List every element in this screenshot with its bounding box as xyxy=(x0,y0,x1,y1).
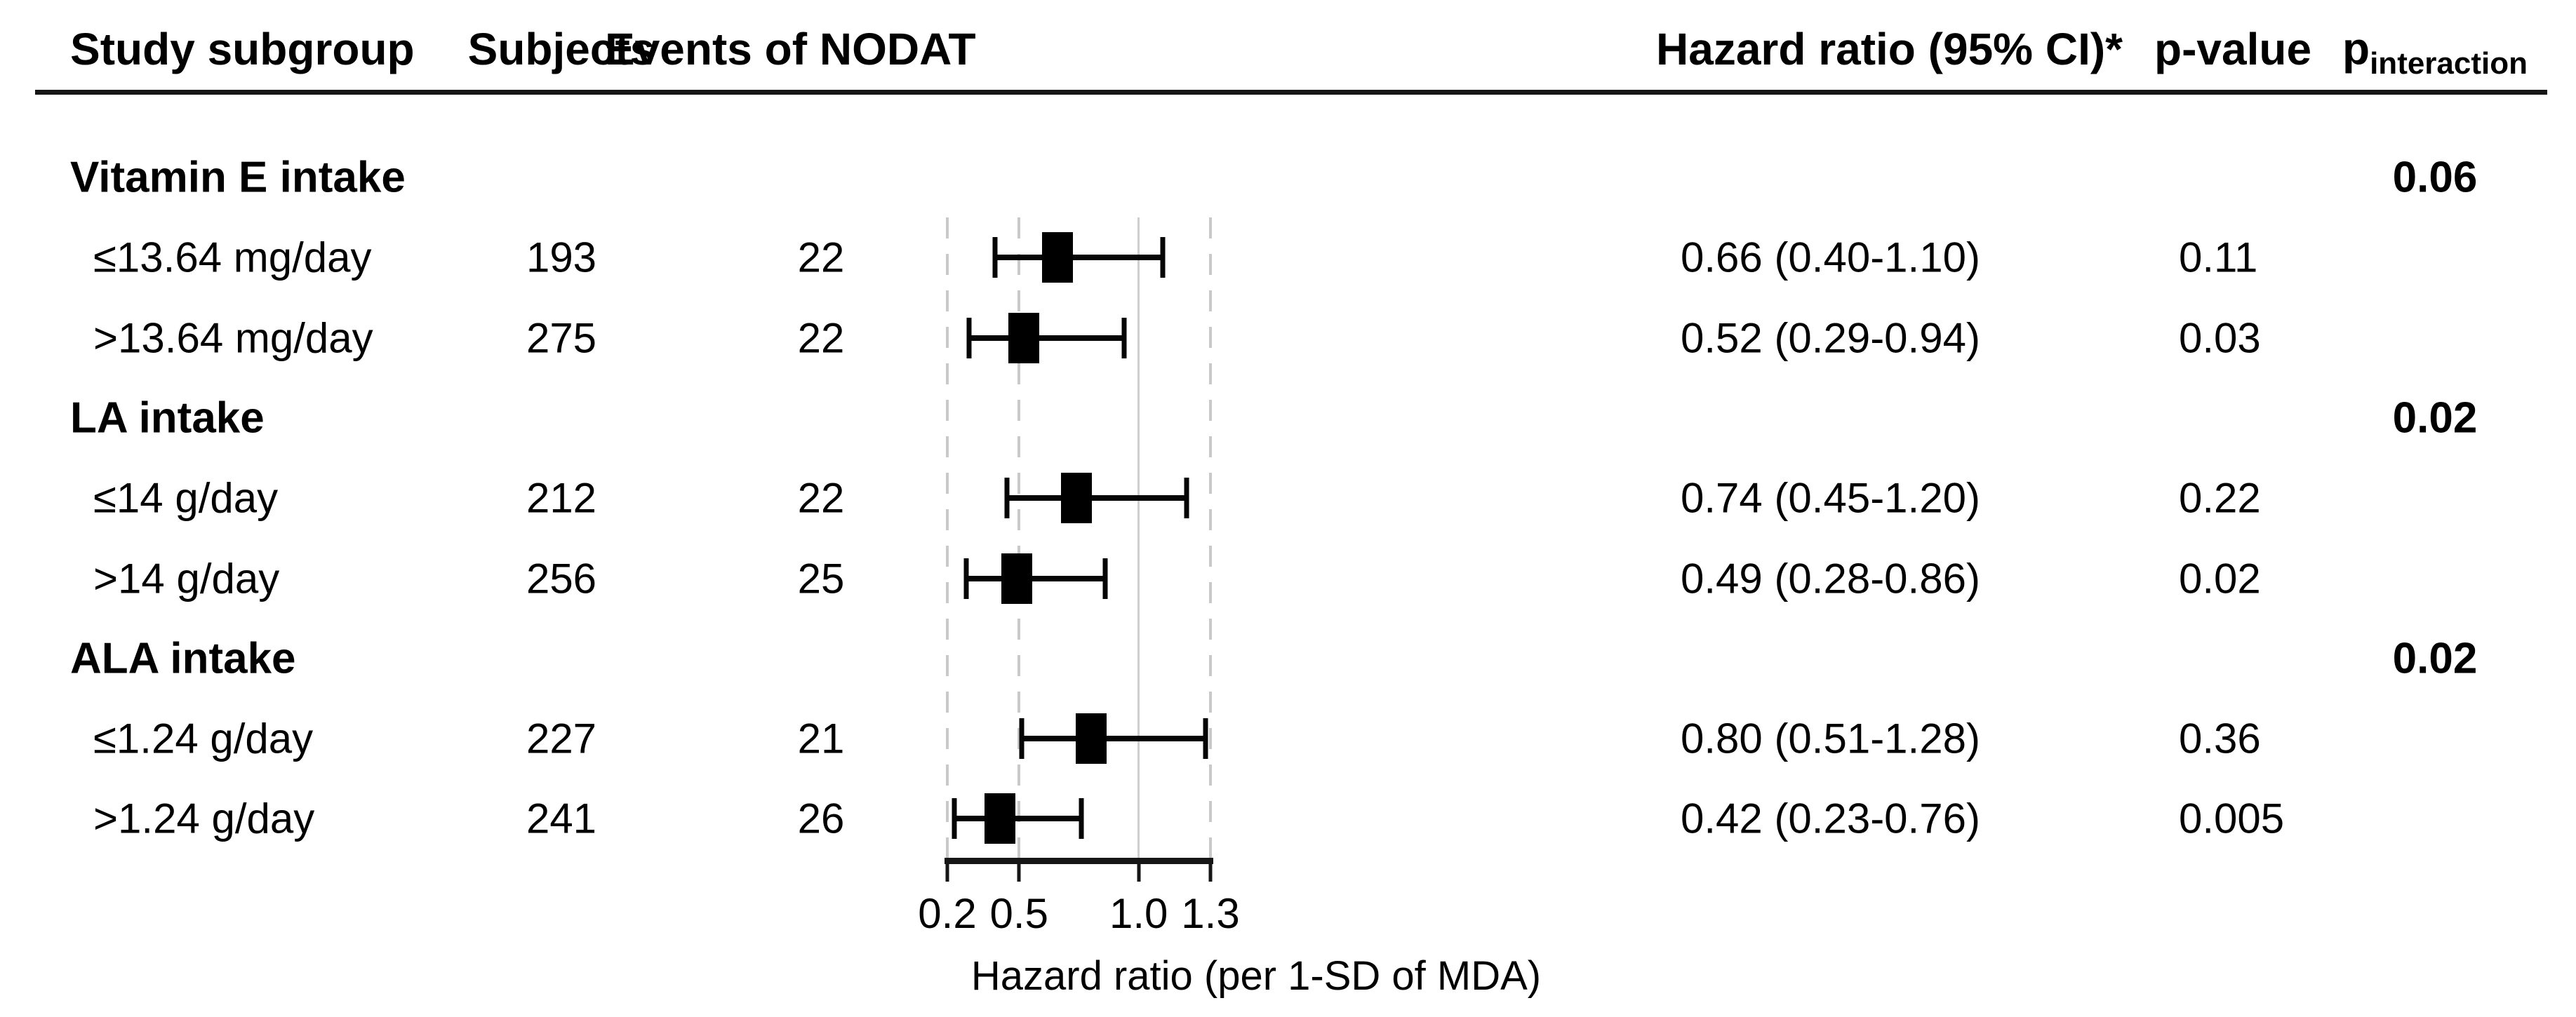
x-axis-tick-1.0 xyxy=(1137,858,1141,882)
ci-bar xyxy=(1007,495,1187,501)
ci-cap-high xyxy=(1160,237,1166,278)
ci-bar xyxy=(1021,736,1206,742)
column-header-subjects: Subjects xyxy=(467,24,655,74)
p-value: 0.03 xyxy=(2179,314,2261,362)
p-interaction-value: 0.06 xyxy=(2392,153,2478,202)
events-value: 22 xyxy=(797,314,845,362)
p-value: 0.36 xyxy=(2179,715,2261,762)
ci-cap-high xyxy=(1102,558,1108,599)
p-interaction-value: 0.02 xyxy=(2392,393,2478,443)
events-value: 22 xyxy=(797,474,845,522)
gridline-1.3 xyxy=(1209,217,1212,858)
x-axis-tick-label-0.2: 0.2 xyxy=(918,890,977,937)
ci-cap-low xyxy=(963,558,969,599)
group-label: Vitamin E intake xyxy=(70,153,406,202)
p-value: 0.22 xyxy=(2179,474,2261,522)
subjects-value: 193 xyxy=(526,234,597,281)
gridline-0.5 xyxy=(1017,217,1021,858)
ci-bar xyxy=(966,575,1105,581)
ci-bar xyxy=(954,816,1081,822)
p-value: 0.005 xyxy=(2179,795,2285,842)
x-axis-title: Hazard ratio (per 1-SD of MDA) xyxy=(970,953,1542,999)
events-value: 22 xyxy=(797,234,845,281)
events-value: 26 xyxy=(797,795,845,842)
ci-bar xyxy=(995,255,1163,261)
column-header-hazard-ratio: Hazard ratio (95% CI)* xyxy=(1656,24,2123,74)
p-interaction-main: p xyxy=(2342,23,2370,74)
ci-cap-low xyxy=(992,237,998,278)
p-value: 0.11 xyxy=(2179,234,2258,281)
header-divider-rule xyxy=(35,90,2547,95)
x-axis-tick-0.2 xyxy=(945,858,949,882)
column-header-events-of-nodat: Events of NODAT xyxy=(605,24,976,74)
hazard-ratio-ci-value: 0.74 (0.45-1.20) xyxy=(1681,474,1980,522)
group-label: LA intake xyxy=(70,393,265,443)
events-value: 25 xyxy=(797,555,845,602)
x-axis-tick-label-1.3: 1.3 xyxy=(1181,890,1240,937)
subjects-value: 227 xyxy=(526,715,597,762)
hazard-ratio-ci-value: 0.52 (0.29-0.94) xyxy=(1681,314,1980,362)
ci-cap-low xyxy=(952,798,957,840)
forest-marker xyxy=(1001,553,1032,604)
subjects-value: 241 xyxy=(526,795,597,842)
x-axis-line xyxy=(945,858,1213,864)
forest-marker xyxy=(985,793,1015,844)
ci-cap-low xyxy=(1004,478,1010,519)
ci-cap-low xyxy=(1019,718,1025,760)
row-label: ≤1.24 g/day xyxy=(93,715,314,762)
forest-marker xyxy=(1008,312,1040,363)
x-axis-tick-1.3 xyxy=(1208,858,1213,882)
ci-cap-high xyxy=(1121,317,1127,358)
reference-line-1 xyxy=(1137,217,1140,858)
forest-marker xyxy=(1041,232,1073,283)
x-axis-tick-label-0.5: 0.5 xyxy=(989,890,1048,937)
row-label: >14 g/day xyxy=(93,555,280,602)
column-header-p-value: p-value xyxy=(2154,24,2312,74)
ci-bar xyxy=(968,335,1125,341)
gridline-0.2 xyxy=(946,217,949,858)
p-interaction-sub: interaction xyxy=(2370,46,2528,81)
ci-cap-high xyxy=(1203,718,1208,760)
group-label: ALA intake xyxy=(70,634,296,683)
x-axis-tick-label-1.0: 1.0 xyxy=(1109,890,1168,937)
ci-cap-high xyxy=(1184,478,1189,519)
p-value: 0.02 xyxy=(2179,555,2261,602)
hazard-ratio-ci-value: 0.80 (0.51-1.28) xyxy=(1681,715,1980,762)
ci-cap-high xyxy=(1079,798,1084,840)
subjects-value: 256 xyxy=(526,555,597,602)
p-interaction-value: 0.02 xyxy=(2392,634,2478,683)
subjects-value: 212 xyxy=(526,474,597,522)
row-label: >13.64 mg/day xyxy=(93,314,373,362)
column-header-study-subgroup: Study subgroup xyxy=(70,24,415,74)
events-value: 21 xyxy=(797,715,845,762)
row-label: >1.24 g/day xyxy=(93,795,315,842)
subjects-value: 275 xyxy=(526,314,597,362)
x-axis-tick-0.5 xyxy=(1017,858,1021,882)
forest-marker xyxy=(1075,713,1107,765)
hazard-ratio-ci-value: 0.49 (0.28-0.86) xyxy=(1681,555,1980,602)
hazard-ratio-ci-value: 0.42 (0.23-0.76) xyxy=(1681,795,1980,842)
ci-cap-low xyxy=(966,317,972,358)
forest-marker xyxy=(1061,473,1093,524)
row-label: ≤14 g/day xyxy=(93,474,279,522)
column-header-p-interaction: pinteraction xyxy=(2342,22,2528,81)
hazard-ratio-ci-value: 0.66 (0.40-1.10) xyxy=(1681,234,1980,281)
row-label: ≤13.64 mg/day xyxy=(93,234,372,281)
